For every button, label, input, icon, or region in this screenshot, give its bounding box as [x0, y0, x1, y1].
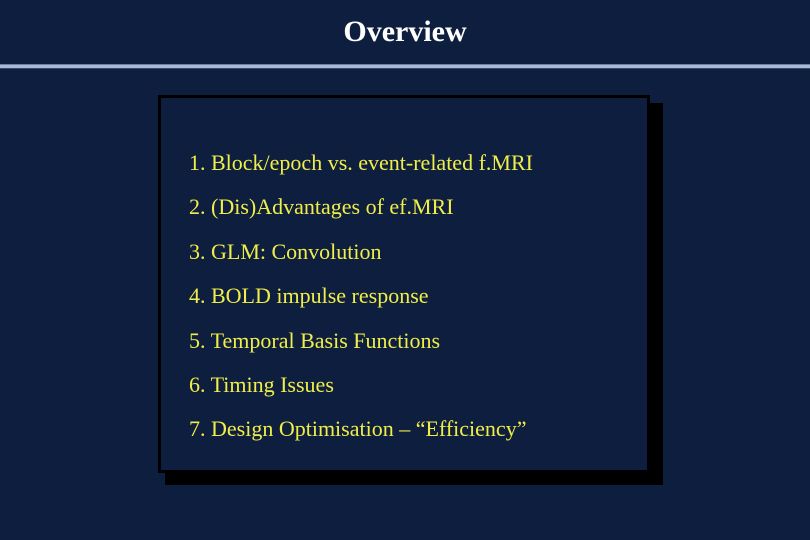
- list-item: 5. Temporal Basis Functions: [189, 328, 619, 354]
- list-item: 7. Design Optimisation – “Efficiency”: [189, 416, 619, 442]
- content-box: 1. Block/epoch vs. event-related f.MRI 2…: [158, 95, 650, 473]
- slide: Overview 1. Block/epoch vs. event-relate…: [0, 0, 810, 540]
- title-divider: [0, 64, 810, 69]
- list-item: 4. BOLD impulse response: [189, 283, 619, 309]
- list-item: 1. Block/epoch vs. event-related f.MRI: [189, 150, 619, 176]
- list-item: 2. (Dis)Advantages of ef.MRI: [189, 194, 619, 220]
- slide-title: Overview: [343, 15, 466, 49]
- list-item: 3. GLM: Convolution: [189, 239, 619, 265]
- list-item: 6. Timing Issues: [189, 372, 619, 398]
- title-bar: Overview: [0, 0, 810, 64]
